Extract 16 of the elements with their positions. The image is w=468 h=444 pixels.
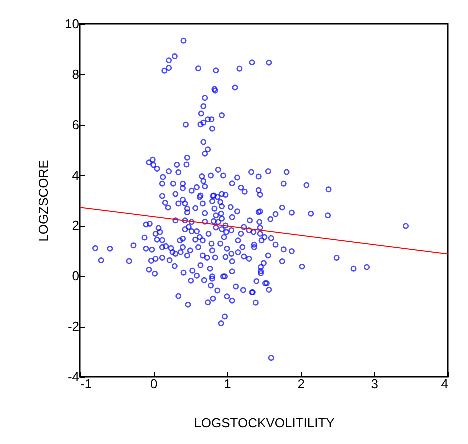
y-tick-label: -4 — [68, 370, 80, 384]
y-axis-title: LOGZSCORE — [36, 160, 52, 242]
x-tick-label: 4 — [441, 376, 448, 392]
y-tick-label: -2 — [68, 319, 80, 334]
y-tick-label: 0 — [72, 268, 80, 284]
x-tick-label: 3 — [371, 376, 379, 392]
x-tick-label: 0 — [150, 376, 158, 392]
y-tick-label: 8 — [72, 66, 80, 82]
y-tick-label: 10 — [65, 16, 80, 32]
x-tick-label: 2 — [298, 376, 305, 392]
x-axis-title: LOGSTOCKVOLITILITY — [194, 416, 336, 430]
x-tick-label: 1 — [224, 376, 232, 392]
y-tick-label: 2 — [72, 218, 80, 234]
y-tick-label: 6 — [72, 117, 80, 132]
x-tick-label: -1 — [80, 376, 92, 392]
y-tick-label: 4 — [72, 168, 80, 183]
